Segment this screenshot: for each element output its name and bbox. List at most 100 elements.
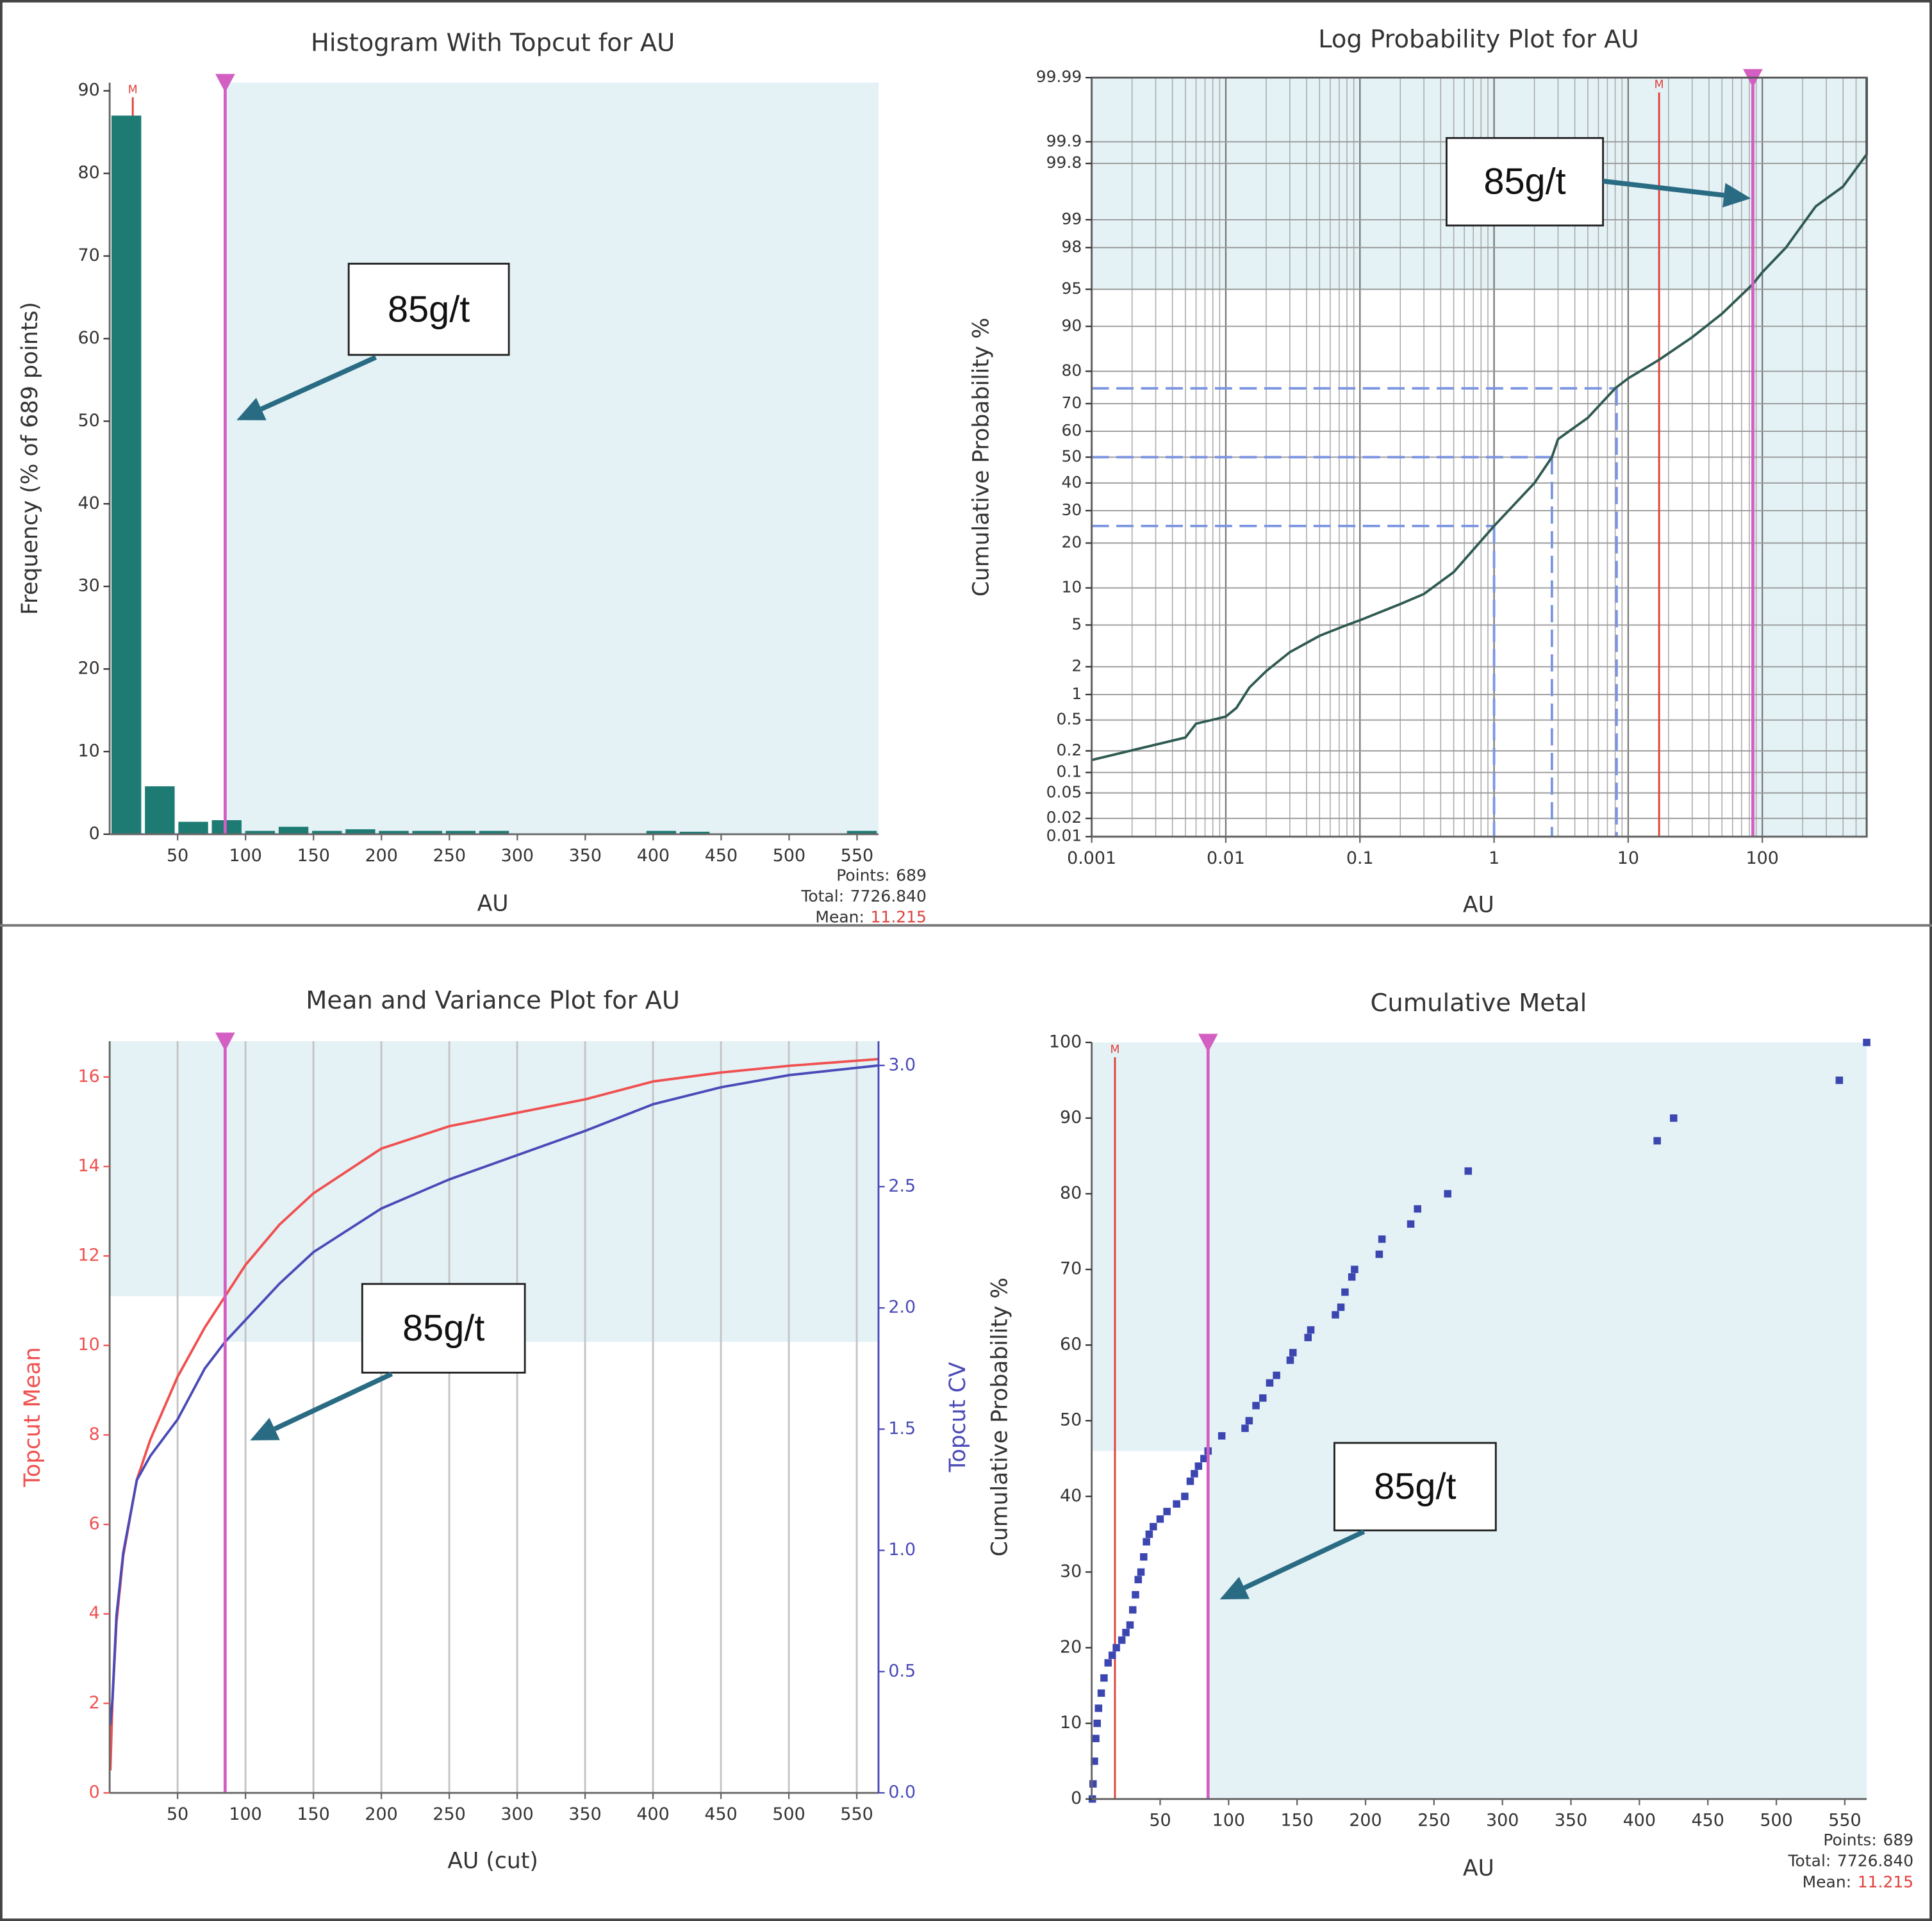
y-tick-label: 80 <box>1061 361 1082 379</box>
y-tick-label: 10 <box>1060 1713 1082 1733</box>
stat-label: Mean: <box>1803 1872 1851 1891</box>
y-tick-label: 80 <box>78 163 100 183</box>
y-tick-label: 0 <box>89 1783 100 1802</box>
scatter-point <box>1191 1470 1198 1478</box>
chart-title: Mean and Variance Plot for AU <box>306 986 680 1015</box>
bar <box>379 830 409 834</box>
y-tick-label: 99.99 <box>1036 67 1082 86</box>
y-tick-label: 10 <box>78 741 100 761</box>
y-axis-label: Cumulative Probability % <box>987 1278 1012 1556</box>
series-line <box>1091 78 1869 761</box>
bar <box>178 821 208 834</box>
x-tick-label: 300 <box>501 846 534 866</box>
y-tick-label: 99 <box>1061 210 1082 228</box>
y-tick-label: 6 <box>89 1514 100 1534</box>
x-tick-label: 250 <box>433 1804 465 1824</box>
scatter-point <box>1118 1636 1126 1644</box>
stat-label: Total: <box>800 887 844 905</box>
annotation-text: 85g/t <box>1374 1466 1456 1507</box>
shaded-region <box>1091 1042 1209 1451</box>
scatter-point <box>1143 1538 1150 1546</box>
y-tick-label: 0.05 <box>1046 782 1082 801</box>
bar <box>245 830 276 834</box>
x-tick-label: 450 <box>1692 1811 1724 1831</box>
annotation-arrowhead <box>250 1417 280 1441</box>
reference-label: M <box>1110 1043 1119 1056</box>
y-tick-label: 16 <box>78 1066 100 1086</box>
x-tick-label: 350 <box>1555 1811 1587 1831</box>
x-tick-label: 100 <box>229 846 262 866</box>
y2-tick-label: 1.0 <box>888 1540 916 1560</box>
scatter-point <box>1259 1394 1267 1402</box>
scatter-point <box>1134 1576 1143 1583</box>
scatter-point <box>1245 1417 1253 1425</box>
x-tick-label: 100 <box>1212 1811 1245 1831</box>
y-tick-label: 40 <box>1060 1486 1082 1506</box>
y-tick-label: 4 <box>89 1603 100 1623</box>
scatter-point <box>1218 1432 1226 1440</box>
y-tick-label: 60 <box>1060 1335 1082 1355</box>
bar <box>646 830 677 834</box>
y-tick-label: 98 <box>1061 237 1082 256</box>
y-tick-label: 0.2 <box>1057 741 1082 759</box>
x-tick-label: 300 <box>500 1804 533 1824</box>
y2-tick-label: 1.5 <box>888 1419 916 1439</box>
bar <box>345 829 376 834</box>
stat-label: Points: <box>1823 1831 1876 1849</box>
y-tick-label: 30 <box>1060 1562 1082 1581</box>
x-tick-label: 1 <box>1489 848 1499 868</box>
y-tick-label: 0 <box>89 823 100 843</box>
scatter-point <box>1407 1220 1415 1228</box>
stat-line: Mean: 11.215 <box>815 908 927 927</box>
stat-label: Mean: <box>815 908 864 927</box>
bar <box>479 830 509 834</box>
y-tick-label: 50 <box>78 411 100 431</box>
annotation-box <box>1445 136 1605 227</box>
scatter-point <box>1100 1674 1108 1682</box>
x-tick-label: 150 <box>297 1804 329 1824</box>
y-tick-label: 1 <box>1071 684 1082 703</box>
scatter-point <box>1156 1515 1164 1523</box>
annotation-arrow <box>1243 1529 1366 1590</box>
x-tick-label: 200 <box>365 846 398 866</box>
scatter-point <box>1304 1333 1312 1342</box>
annotation-text: 85g/t <box>1483 161 1565 202</box>
y-tick-label: 99.8 <box>1046 153 1082 172</box>
scatter-point <box>1341 1288 1349 1296</box>
y-tick-label: 20 <box>1060 1637 1082 1657</box>
scatter-point <box>1093 1719 1101 1727</box>
x-tick-label: 500 <box>772 1804 805 1824</box>
y2-tick-label: 0.5 <box>888 1661 916 1681</box>
y-tick-label: 80 <box>1060 1183 1082 1203</box>
scatter-point <box>1181 1492 1189 1501</box>
shaded-region <box>225 1041 879 1342</box>
shaded-region <box>110 1041 226 1296</box>
reference-label: M <box>128 83 138 96</box>
y-tick-label: 30 <box>1061 500 1082 519</box>
annotation-arrowhead <box>1219 1576 1250 1600</box>
stat-line: Total: 7726.840 <box>800 887 927 905</box>
bar <box>846 830 877 834</box>
x-tick-label: 0.01 <box>1207 848 1245 868</box>
scatter-point <box>1464 1167 1473 1175</box>
annotation-text: 85g/t <box>402 1308 484 1349</box>
y-axis-label: Cumulative Probability % <box>968 318 994 597</box>
bar <box>312 830 342 834</box>
chart-panel: 0 2 4 6 8 10 12 14 16 50 100 150 200 250 300 350 400 450 5… <box>20 986 971 1874</box>
scatter-point <box>1094 1704 1103 1712</box>
scatter-point <box>1128 1606 1137 1614</box>
x-axis-label: AU (cut) <box>447 1849 538 1874</box>
scatter-point <box>1351 1266 1358 1273</box>
stat-value: 7726.840 <box>850 887 927 905</box>
scatter-point <box>1126 1621 1134 1629</box>
bar <box>412 830 442 834</box>
scatter-point <box>1289 1349 1297 1356</box>
y-tick-label: 95 <box>1061 279 1082 297</box>
x-tick-label: 250 <box>1417 1811 1450 1831</box>
y-tick-label: 60 <box>78 328 100 348</box>
stat-line: Total: 7726.840 <box>1788 1852 1914 1870</box>
y-tick-label: 10 <box>1061 578 1082 597</box>
shaded-region <box>225 82 879 834</box>
scatter-point <box>1670 1114 1678 1122</box>
